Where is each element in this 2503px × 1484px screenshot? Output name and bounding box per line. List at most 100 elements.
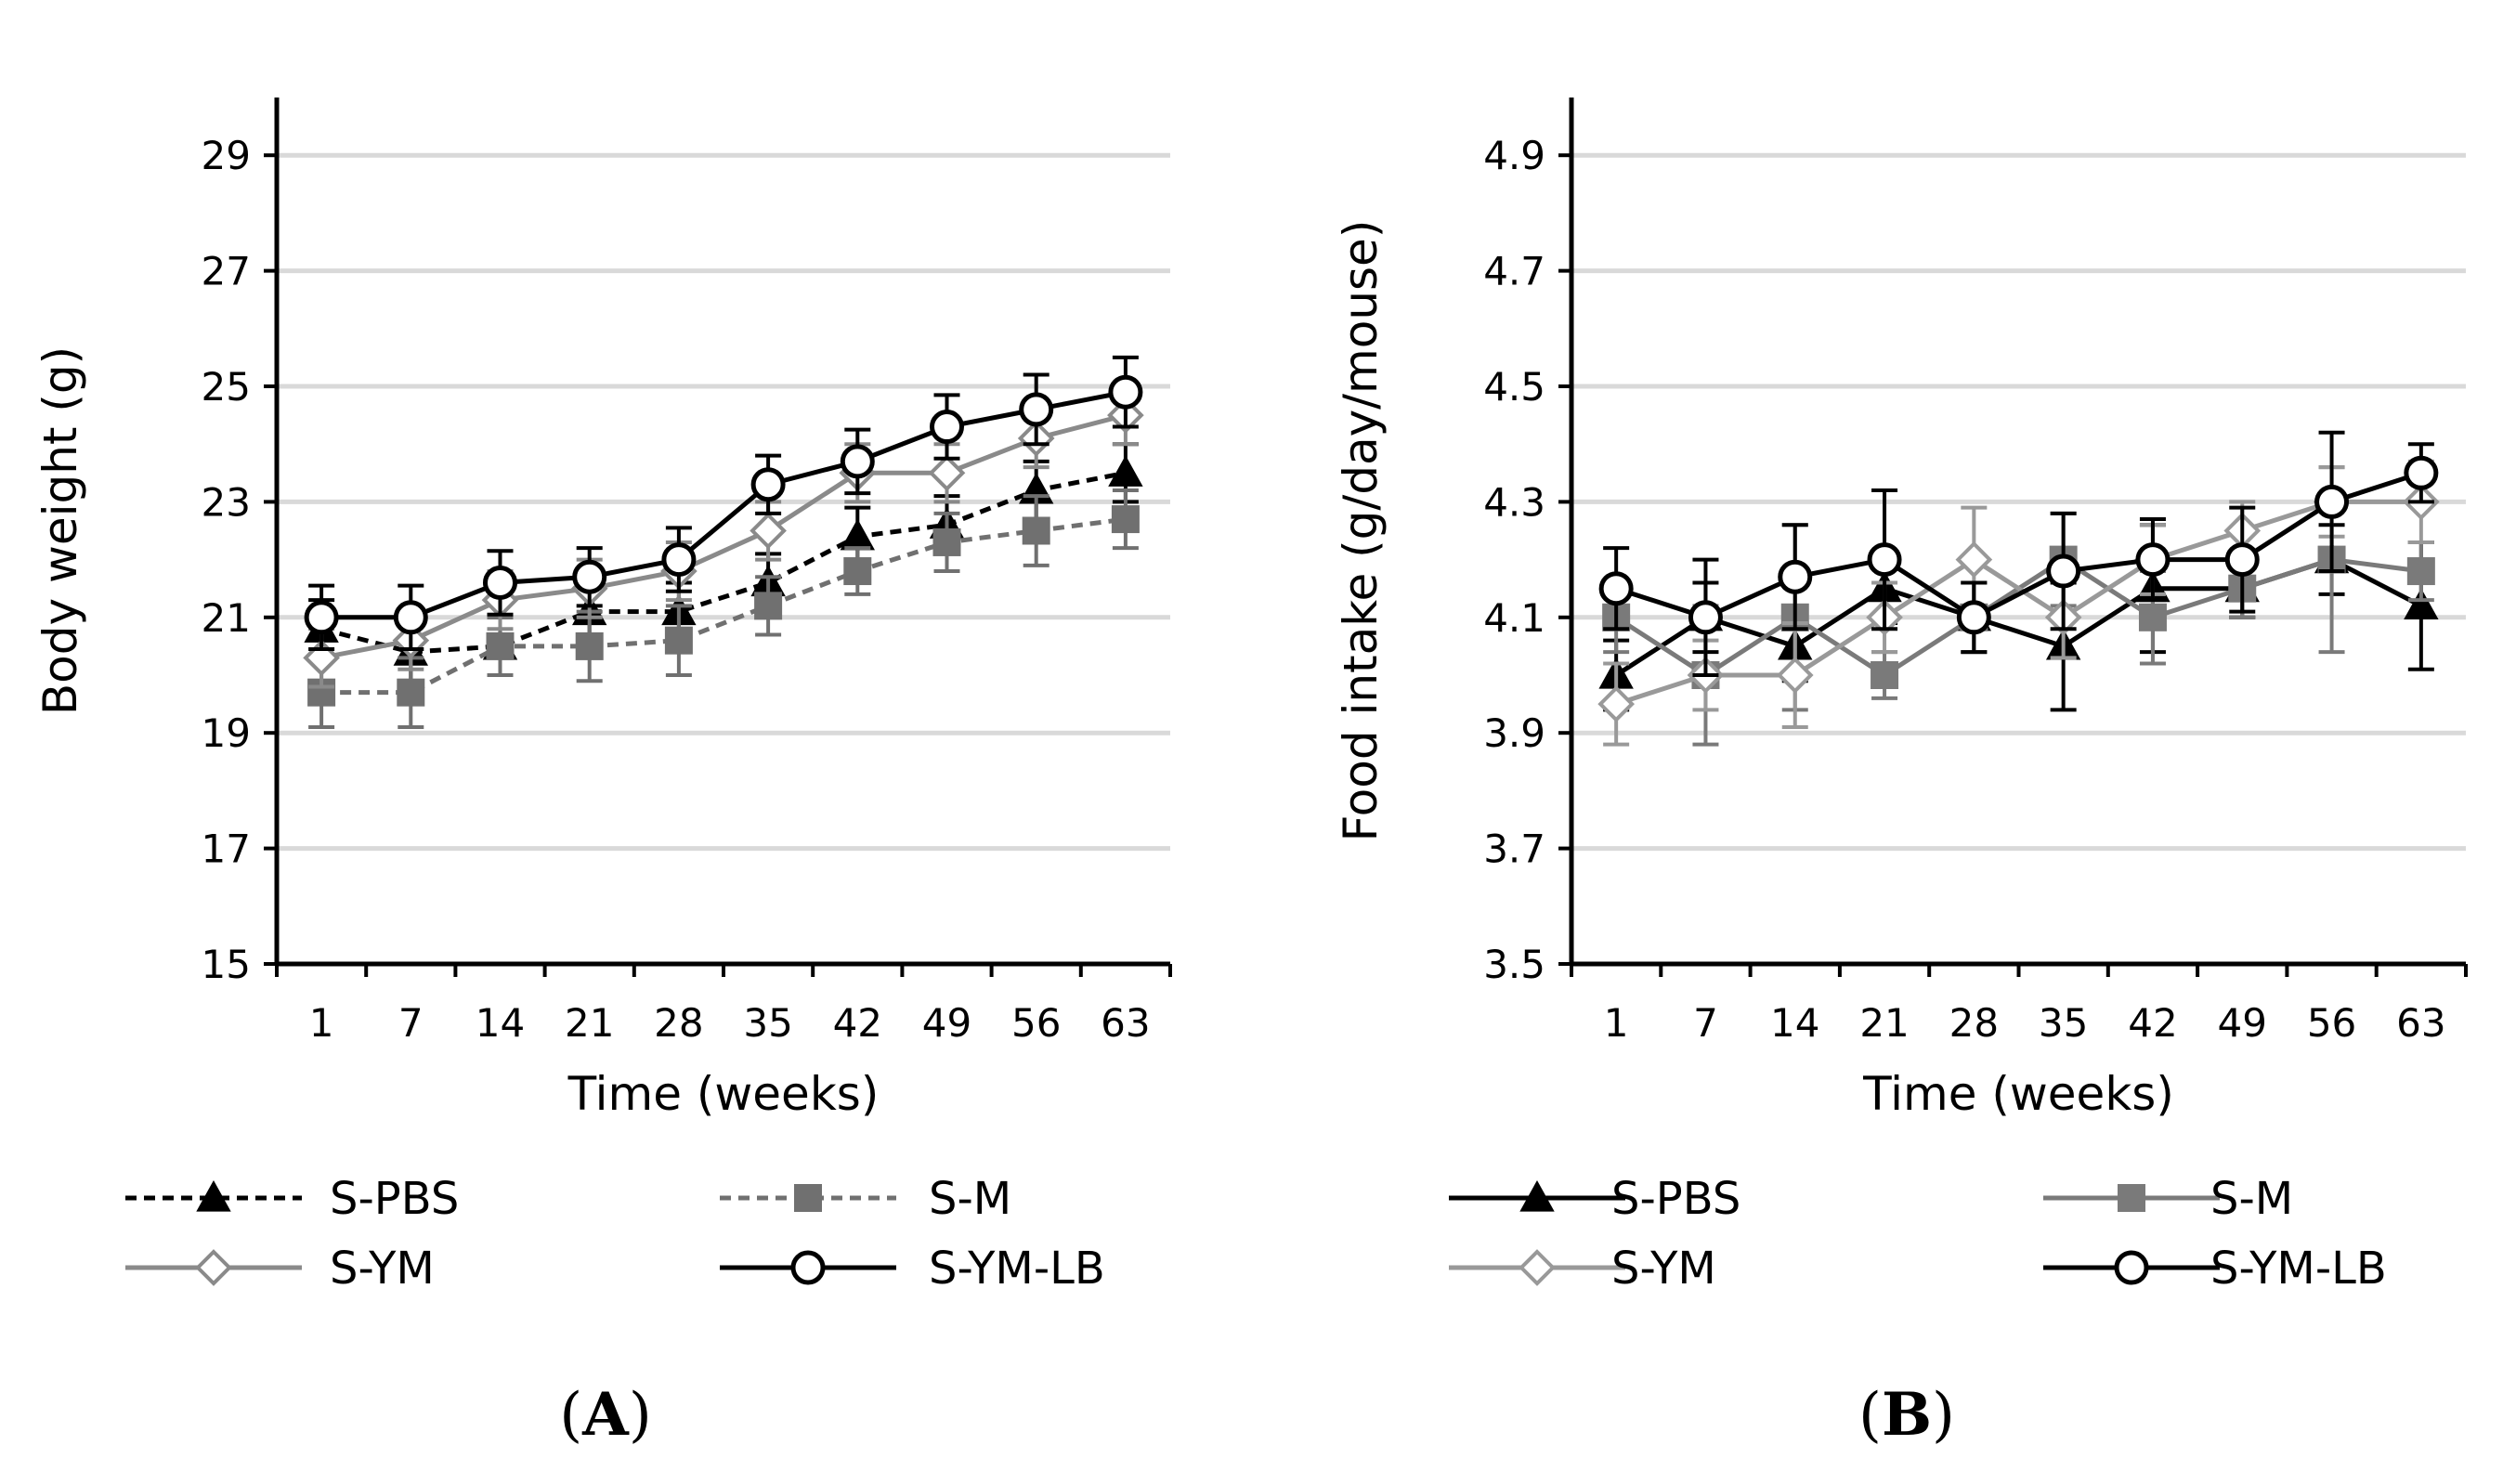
y-tick-label: 23 [202,479,251,525]
data-point [1108,374,1143,410]
x-tick-label: 42 [833,1000,882,1046]
data-point [1956,600,1991,635]
y-tick-label: 29 [202,133,251,178]
x-tick-label: 63 [1101,1000,1150,1046]
data-point [1688,600,1723,635]
y-tick-label: 19 [202,710,251,756]
series-line [321,516,1127,696]
legend-label: S-YM-LB [929,1243,1105,1295]
series-line [1615,499,2421,707]
data-point [393,600,428,635]
data-point [2404,455,2439,490]
data-point [1867,542,1902,578]
x-tick-label: 56 [1011,1000,1061,1046]
legend-marker [1519,1179,1555,1212]
legend-marker [195,1249,232,1286]
x-tick-label: 49 [922,1000,971,1046]
panel-label-open: ( [1858,1381,1882,1450]
data-point [575,631,604,660]
data-point [2046,553,2081,589]
legend-label: S-M [929,1173,1011,1225]
y-tick-label: 17 [202,827,251,872]
y-tick-label: 3.5 [1483,942,1545,987]
x-tick-label: 1 [1604,1000,1629,1046]
data-point [483,565,517,600]
data-point [750,467,786,502]
legend-label: S-PBS [1611,1173,1740,1225]
legend-label: S-PBS [330,1173,459,1225]
x-tick-label: 35 [2039,1000,2088,1046]
data-point [2404,588,2439,619]
data-point [754,592,783,620]
data-point [397,678,425,707]
series-s-m [307,488,1140,729]
data-point [664,626,693,655]
data-point [1019,392,1054,427]
data-point [2406,557,2435,586]
y-tick-label: 21 [202,595,251,641]
x-tick-label: 14 [476,1000,525,1046]
y-tick-label: 4.7 [1483,249,1545,294]
y-axis-title: Body weight (g) [33,346,87,715]
legend-label: S-YM-LB [2210,1243,2387,1295]
legend-marker [2118,1184,2145,1212]
x-tick-label: 63 [2396,1000,2445,1046]
x-tick-label: 21 [565,1000,614,1046]
y-tick-label: 4.5 [1483,364,1545,410]
y-tick-label: 15 [202,942,251,987]
x-axis-title: Time (weeks) [1862,1067,2174,1121]
legend: S-PBS S-M S-YM S-YM-LB [1449,1173,2387,1295]
y-tick-label: 4.3 [1483,479,1545,525]
legend-marker [794,1184,822,1212]
x-tick-label: 28 [1949,1000,1999,1046]
series-s-pbs [304,442,1143,683]
panel-label-close: ) [629,1381,652,1450]
x-tick-label: 7 [1693,1000,1718,1046]
panel-label: (A) [559,1380,652,1450]
y-tick-label: 27 [202,249,251,294]
legend-marker [1519,1249,1556,1286]
data-point [2138,603,2167,631]
legend-marker [790,1250,826,1285]
x-tick-label: 1 [309,1000,334,1046]
legend-marker [196,1179,231,1212]
data-point [572,559,607,594]
data-point [932,527,961,556]
x-axis-title: Time (weeks) [567,1067,880,1121]
data-point [486,631,515,660]
data-point [1598,571,1634,606]
data-point [840,518,875,551]
x-tick-label: 28 [654,1000,703,1046]
data-point [1111,505,1140,534]
x-tick-label: 14 [1770,1000,1819,1046]
y-tick-label: 4.1 [1483,595,1545,641]
x-tick-label: 56 [2307,1000,2356,1046]
x-tick-label: 21 [1859,1000,1909,1046]
data-point [304,600,339,635]
data-point [930,410,964,445]
legend-label: S-M [2210,1173,2293,1225]
x-tick-label: 42 [2128,1000,2177,1046]
panel-b: 3.5 3.7 3.9 4.1 4.3 4.5 4.7 4.9 1 7 14 21 28 35 42 49 56… [1334,98,2468,1450]
series-s-ym [303,384,1144,689]
legend-label: S-YM [330,1243,435,1295]
data-point [840,444,875,479]
data-point [1778,559,1813,594]
panel-label-close: ) [1932,1381,1955,1450]
legend-marker [2114,1250,2149,1285]
data-point [2314,484,2350,519]
series-line [320,470,1127,655]
data-point [1871,661,1899,689]
series-line [321,389,1127,620]
data-point [1955,540,1993,579]
y-tick-label: 3.9 [1483,710,1545,756]
y-tick-label: 3.7 [1483,827,1545,872]
y-tick-label: 25 [202,364,251,410]
y-tick-label: 4.9 [1483,133,1545,178]
data-point [661,542,697,578]
panel-label-open: ( [559,1381,582,1450]
data-point [843,557,872,586]
series-s-ym-lb [1598,430,2439,677]
